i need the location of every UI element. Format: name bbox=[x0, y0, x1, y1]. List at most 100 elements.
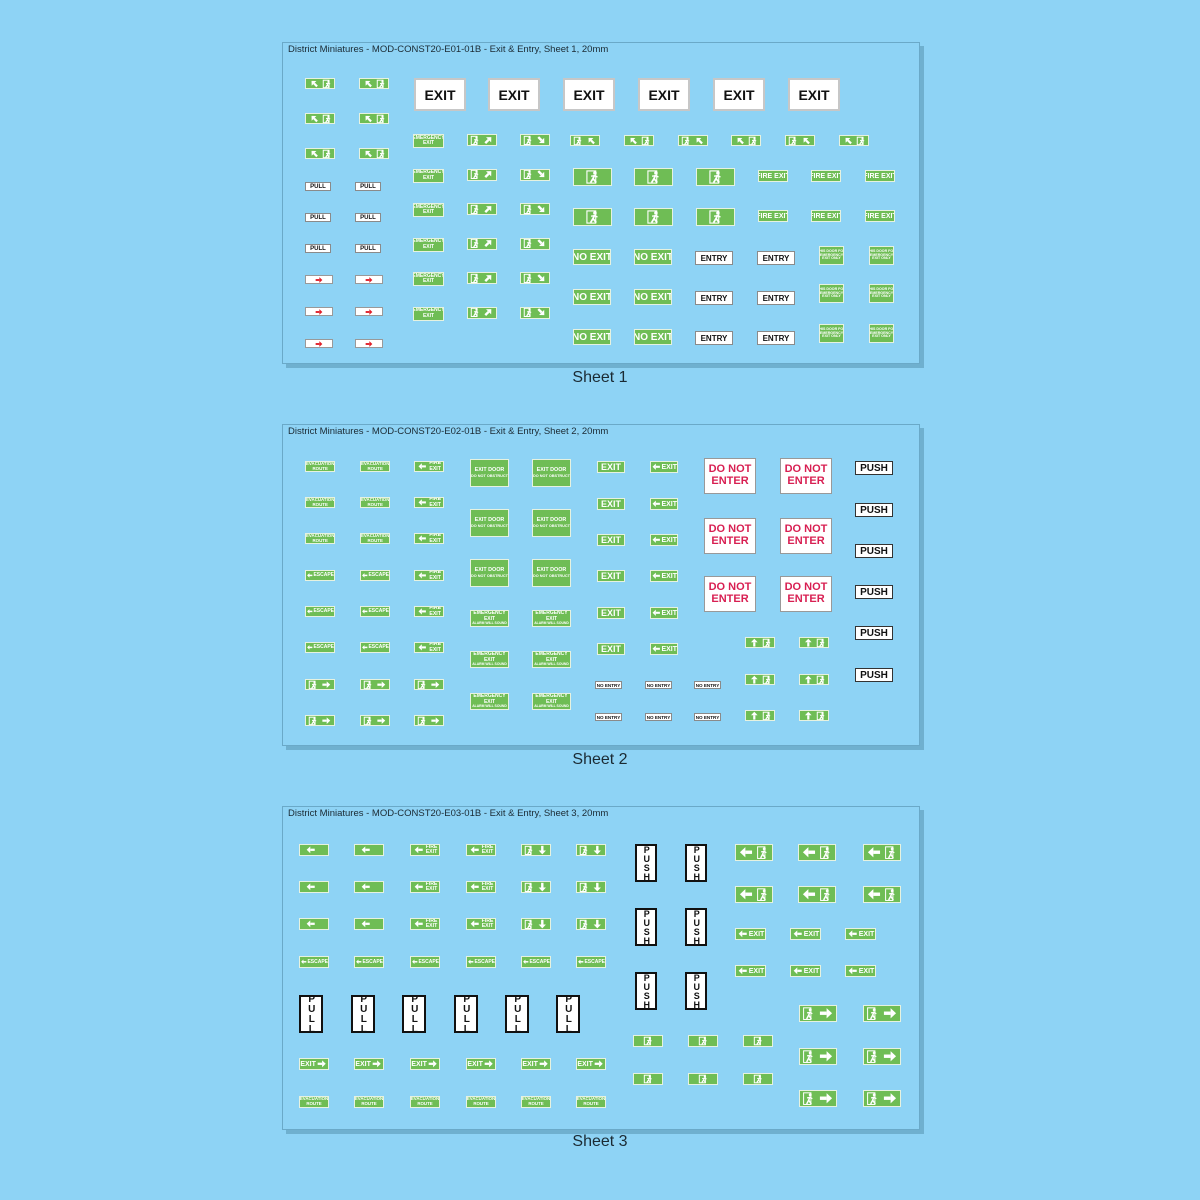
evacuation-route-sign: EVACUATION ROUTE bbox=[360, 497, 390, 508]
red-arrow-icon bbox=[315, 276, 323, 283]
fire-exit-sign: FIRE EXIT bbox=[758, 210, 788, 222]
running-man-icon bbox=[757, 888, 768, 901]
running-man-icon bbox=[803, 1092, 813, 1105]
sign-text: EXIT bbox=[600, 462, 621, 472]
sign-text-block: EXIT bbox=[661, 464, 677, 471]
running-man-sign bbox=[696, 208, 735, 226]
arrow-icon bbox=[317, 1060, 326, 1068]
red-arrow-sign bbox=[305, 307, 333, 316]
arrow-icon bbox=[588, 137, 595, 145]
exit-arrow-sign bbox=[467, 272, 497, 284]
sign-text: EXIT ONLY bbox=[822, 294, 841, 299]
exit-arrow-sign bbox=[467, 306, 497, 319]
exit-arrow-sign bbox=[624, 135, 654, 146]
sign-text: FIRE bbox=[429, 497, 442, 503]
sign-text: EVACUATION bbox=[306, 461, 335, 467]
running-man-icon bbox=[816, 711, 825, 720]
exit-right-arrow-sign bbox=[799, 1090, 837, 1107]
pull-sign: PULL bbox=[305, 244, 331, 253]
arrow-icon bbox=[431, 717, 439, 724]
sign-text: NO ENTRY bbox=[695, 682, 720, 688]
running-man-icon bbox=[708, 210, 721, 224]
sign-text-block: ESCAPE bbox=[313, 573, 334, 578]
sign-text: EVACUATION bbox=[361, 461, 390, 467]
arrow-icon bbox=[538, 919, 546, 929]
no-entry-sign: NO ENTRY bbox=[645, 713, 672, 721]
running-man-icon bbox=[523, 238, 532, 249]
sign-text: EXIT bbox=[545, 656, 558, 663]
arrow-icon bbox=[868, 847, 881, 858]
sign-text: PUSH bbox=[641, 909, 652, 945]
sign-text: PUSH bbox=[691, 973, 702, 1009]
sign-text: EXIT bbox=[411, 1060, 427, 1068]
exit-sign-green: EXIT bbox=[597, 534, 625, 546]
arrow-icon bbox=[848, 930, 857, 938]
sign-text: FIRE EXIT bbox=[812, 172, 840, 180]
sign-text: ESCAPE bbox=[368, 572, 389, 578]
arrow-icon bbox=[311, 150, 318, 158]
sign-text-block: ESCAPE bbox=[313, 645, 334, 650]
exit-arrow-sign bbox=[305, 715, 335, 726]
sign-text: EXIT bbox=[429, 465, 441, 472]
sign-text: DO NOT OBSTRUCT bbox=[471, 573, 508, 578]
sign-text-block: EXIT bbox=[661, 646, 677, 653]
sign-text: EVACUATION bbox=[576, 1096, 606, 1102]
sign-text: ROUTE bbox=[306, 1101, 322, 1106]
arrow-icon bbox=[819, 1051, 832, 1062]
emergency-door-sign: THIS DOOR FOREMERGENCYEXIT ONLY bbox=[819, 324, 844, 343]
sign-text: PULL bbox=[360, 183, 376, 190]
sign-text: EXIT DOOR bbox=[474, 567, 505, 574]
fire-exit-sign: FIRE EXIT bbox=[811, 210, 841, 222]
evacuation-route-sign: EVACUATION ROUTE bbox=[305, 533, 335, 544]
emergency-door-sign: THIS DOOR FOREMERGENCYEXIT ONLY bbox=[819, 284, 844, 303]
arrow-icon bbox=[578, 959, 584, 965]
fire-exit-arrow-sign: FIRE EXIT bbox=[414, 533, 444, 544]
sign-text-block: EVACUATION ROUTE bbox=[306, 534, 334, 543]
sign-text: EXIT bbox=[545, 615, 558, 622]
sign-text: ESCAPE bbox=[313, 644, 334, 650]
running-man-icon bbox=[470, 273, 479, 283]
exit-sign: EXIT bbox=[788, 78, 840, 111]
arrow-icon bbox=[804, 711, 812, 720]
exit-arrow-sign bbox=[785, 135, 815, 146]
sign-text: ROUTE bbox=[528, 1101, 544, 1106]
escape-sign: ESCAPE bbox=[410, 956, 440, 968]
running-man-icon bbox=[820, 846, 831, 859]
arrow-icon bbox=[428, 1060, 437, 1068]
sign-text: DO NOT OBSTRUCT bbox=[533, 573, 570, 578]
push-sign: PUSH bbox=[855, 626, 893, 640]
sign-text-block: EVACUATION ROUTE bbox=[361, 534, 389, 543]
exit-left-arrow-sign: EXIT bbox=[354, 881, 384, 893]
arrow-icon bbox=[594, 1060, 603, 1068]
escape-sign: ESCAPE bbox=[360, 606, 390, 617]
running-man-icon bbox=[803, 1007, 813, 1020]
sign-text: THIS DOOR FOR bbox=[819, 286, 844, 291]
sign-text: PULL bbox=[306, 995, 318, 1033]
evacuation-route-sign: EVACUATION ROUTE bbox=[354, 1096, 384, 1108]
arrow-icon bbox=[311, 80, 318, 88]
arrow-icon bbox=[365, 150, 372, 158]
sign-text: ENTER bbox=[711, 535, 749, 547]
arrow-icon bbox=[538, 882, 546, 892]
sign-text-block: ESCAPE bbox=[368, 609, 389, 614]
running-man-icon bbox=[708, 170, 721, 184]
exit-right-arrow-sign bbox=[863, 1005, 901, 1022]
emergency-door-sign: THIS DOOR FOREMERGENCYEXIT ONLY bbox=[869, 246, 894, 265]
sign-text-block: FIRE EXIT bbox=[426, 882, 438, 892]
pull-sign: PULL bbox=[355, 244, 381, 253]
sign-text: EXIT DOOR bbox=[474, 517, 505, 524]
sign-text: THIS DOOR FOR bbox=[869, 286, 894, 291]
arrow-icon bbox=[301, 959, 307, 965]
red-arrow-sign bbox=[355, 275, 383, 284]
no-entry-sign: NO ENTRY bbox=[595, 681, 622, 689]
sign-text: EMERGENCY bbox=[413, 203, 444, 210]
sign-text-block: ESCAPE bbox=[584, 959, 605, 965]
sheet-title: District Miniatures - MOD-CONST20-E02-01… bbox=[288, 426, 609, 437]
sign-text: EXIT bbox=[483, 615, 496, 622]
sign-text: PULL bbox=[409, 995, 421, 1033]
running-man-icon bbox=[308, 716, 317, 725]
sign-text: EXIT bbox=[545, 698, 558, 705]
sign-text: FIRE EXIT bbox=[866, 172, 894, 180]
sign-text: ESCAPE bbox=[529, 958, 550, 965]
exit-up-arrow-sign bbox=[799, 674, 829, 685]
